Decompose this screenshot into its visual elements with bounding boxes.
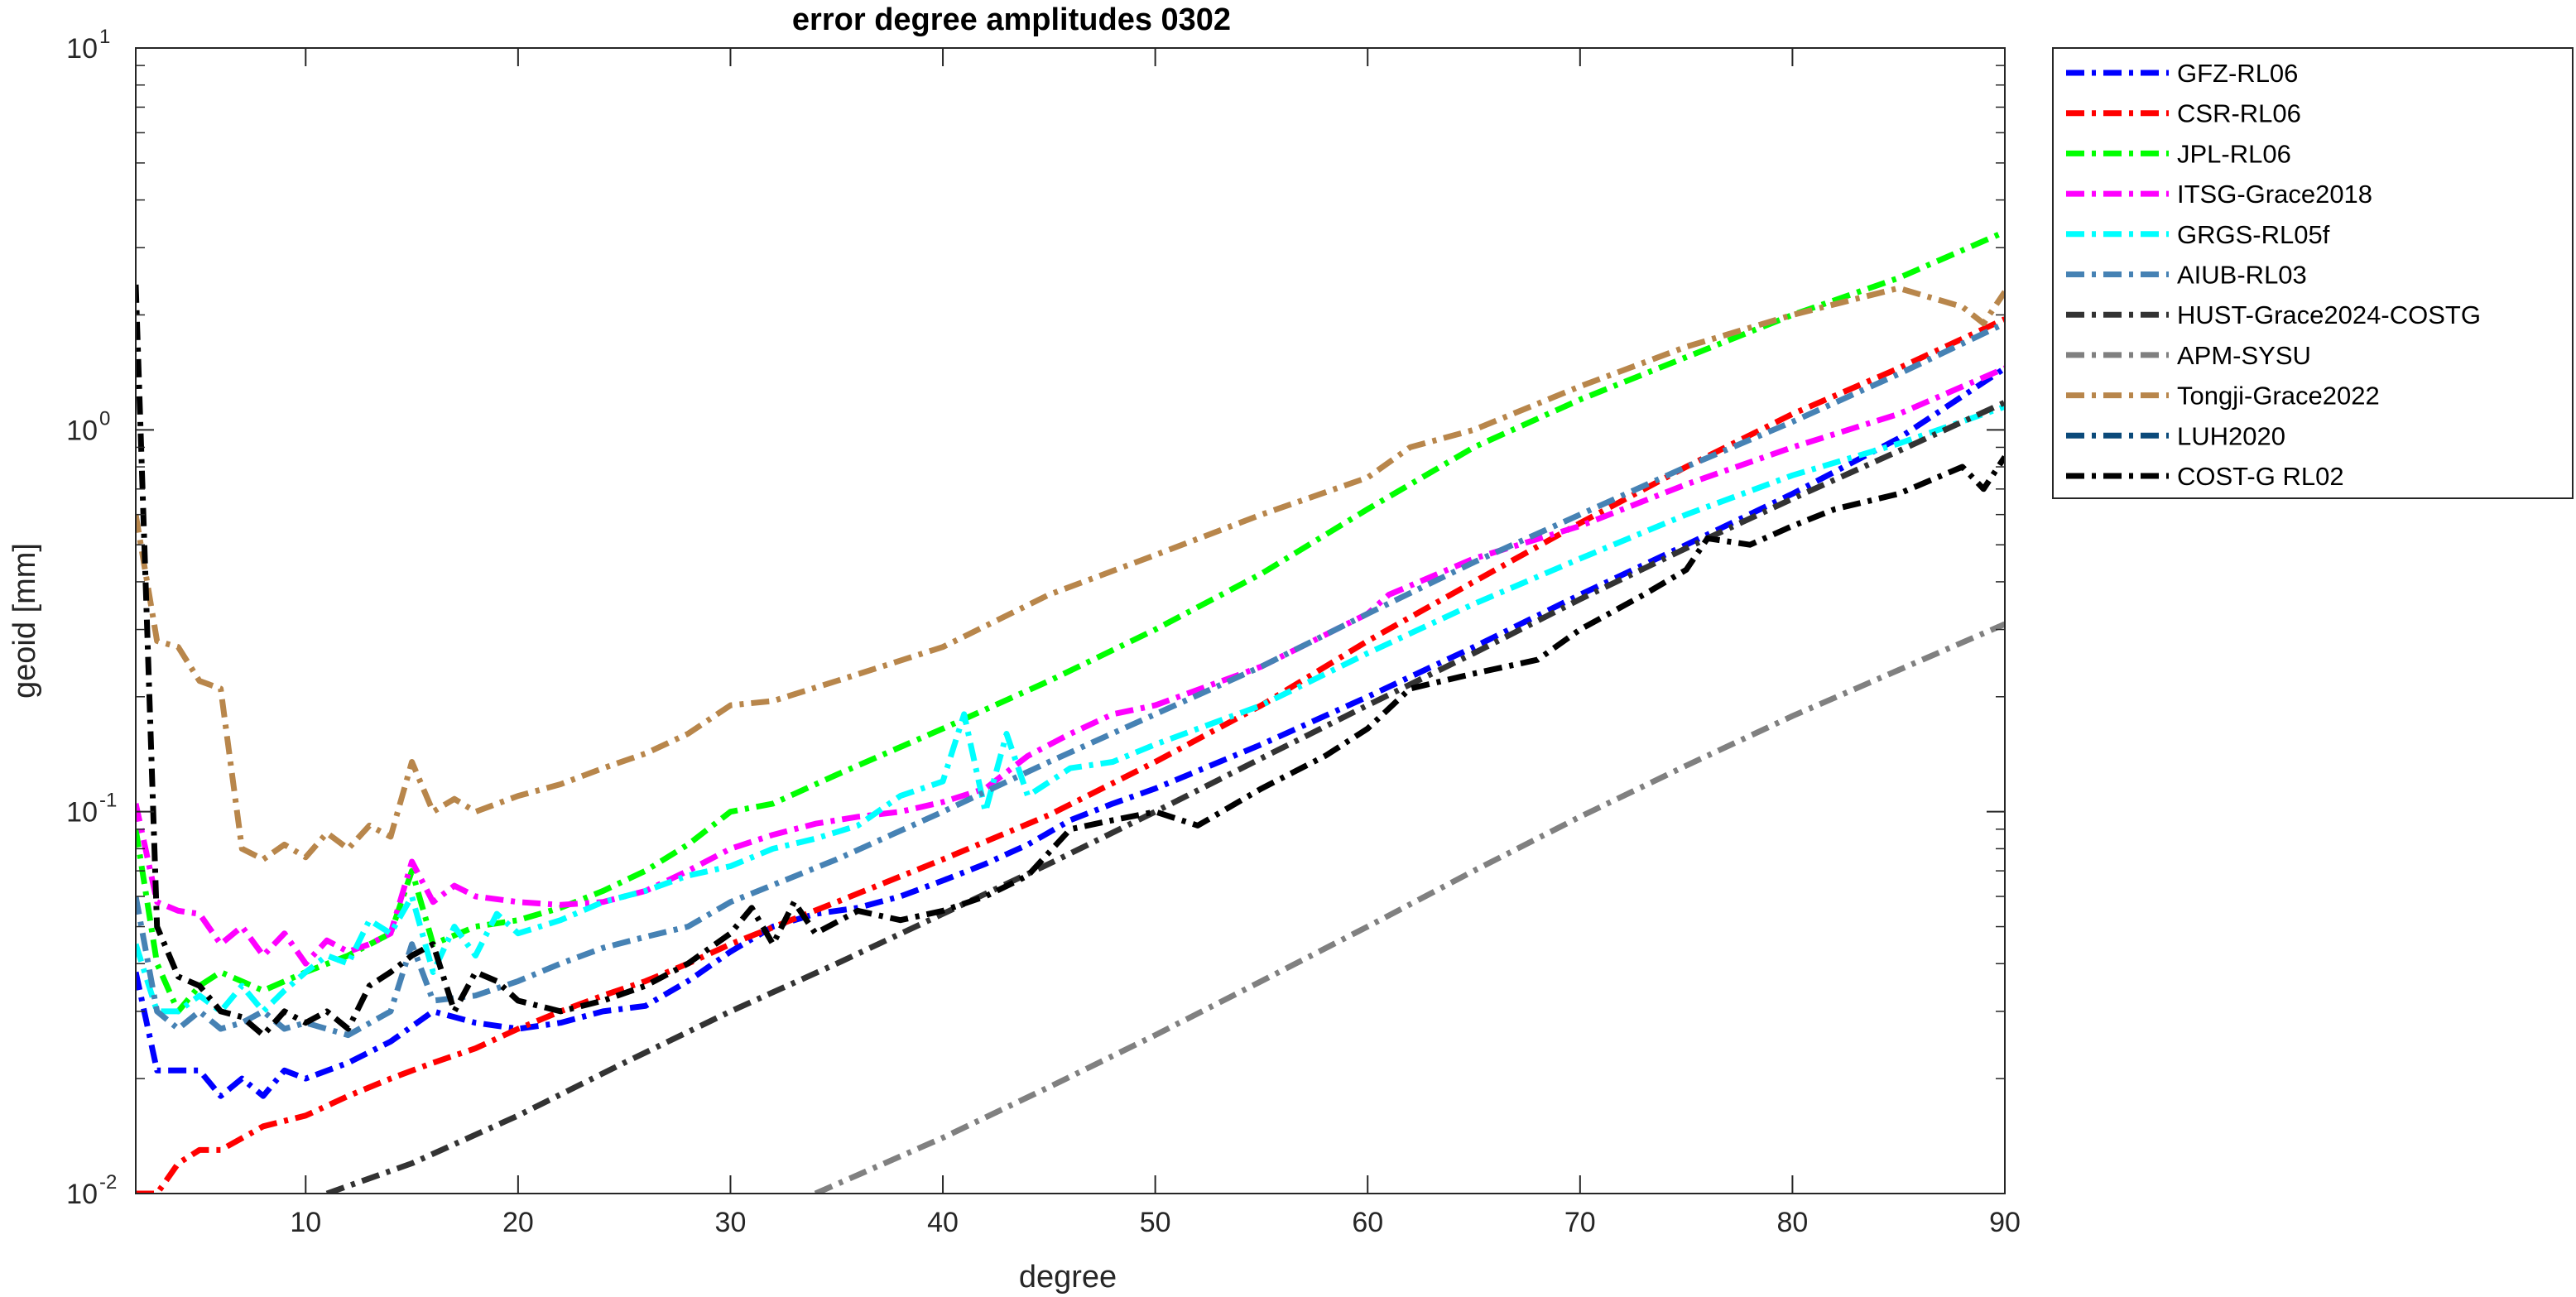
y-tick-exponent: 0 <box>99 407 110 430</box>
legend-label: Tongji-Grace2022 <box>2177 382 2380 411</box>
y-tick-exponent: -2 <box>99 1171 117 1194</box>
x-tick-label: 20 <box>502 1207 534 1238</box>
x-tick-label: 60 <box>1352 1207 1383 1238</box>
legend-label: ITSG-Grace2018 <box>2177 180 2372 209</box>
y-tick-exponent: 1 <box>99 26 110 48</box>
x-tick-label: 80 <box>1776 1207 1808 1238</box>
series-layer <box>136 228 2005 1194</box>
legend-label: AIUB-RL03 <box>2177 261 2307 290</box>
series-line-aiub-rl03 <box>136 320 2005 1039</box>
series-group <box>136 228 2005 1194</box>
y-axis-label: geoid [mm] <box>7 543 42 699</box>
chart-title: error degree amplitudes 0302 <box>792 2 1231 37</box>
series-line-apm-sysu <box>814 621 2005 1194</box>
legend-label: GRGS-RL05f <box>2177 220 2330 249</box>
x-tick-label: 50 <box>1140 1207 1171 1238</box>
x-tick-label: 90 <box>1989 1207 2021 1238</box>
legend-label: LUH2020 <box>2177 421 2285 450</box>
legend-label: HUST-Grace2024-COSTG <box>2177 300 2481 329</box>
plot-area-frame <box>135 47 2006 1194</box>
series-line-grgs-rl05f <box>136 403 2005 1015</box>
x-tick-label: 10 <box>290 1207 321 1238</box>
legend-box <box>2052 47 2574 499</box>
series-line-gfz-rl06 <box>136 365 2005 1099</box>
series-line-cost-g-rl02 <box>136 284 2005 1039</box>
y-tick-label: 10 <box>66 33 98 65</box>
legend-label: CSR-RL06 <box>2177 99 2301 128</box>
x-tick-label: 40 <box>927 1207 959 1238</box>
y-tick-label: 10 <box>66 1179 98 1210</box>
legend-label: JPL-RL06 <box>2177 139 2291 168</box>
x-tick-label: 30 <box>715 1207 747 1238</box>
x-tick-label: 70 <box>1564 1207 1596 1238</box>
legend-label: COST-G RL02 <box>2177 462 2344 491</box>
y-tick-label: 10 <box>66 797 98 829</box>
series-line-hust-grace2024-costg <box>325 400 2005 1194</box>
y-tick-label: 10 <box>66 415 98 446</box>
legend: GFZ-RL06 CSR-RL06 JPL-RL06 ITSG-Grace2018 GR… <box>2052 47 2574 499</box>
legend-label: GFZ-RL06 <box>2177 59 2298 88</box>
x-axis-label: degree <box>1019 1260 1117 1295</box>
series-line-csr-rl06 <box>136 316 2005 1194</box>
y-tick-exponent: -1 <box>99 790 117 812</box>
legend-label: APM-SYSU <box>2177 341 2311 370</box>
